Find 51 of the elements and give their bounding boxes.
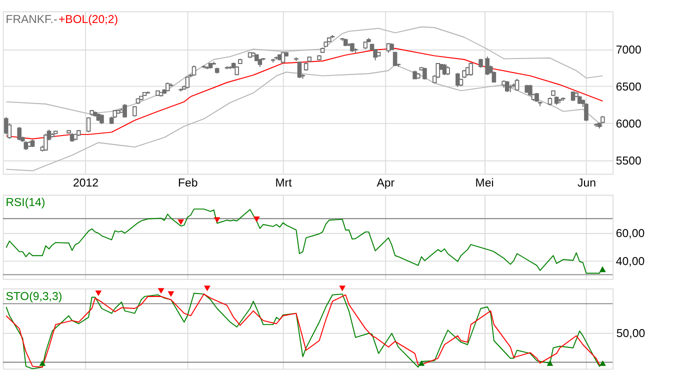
text: +BOL(20;2) <box>58 14 118 26</box>
candlestick <box>508 84 513 93</box>
point <box>168 291 174 297</box>
x-tick-label: Feb <box>178 178 198 190</box>
point <box>178 219 184 225</box>
point <box>253 216 260 222</box>
x-tick-label: Mei <box>475 178 494 190</box>
candlestick <box>584 102 588 122</box>
point <box>546 360 554 366</box>
point <box>39 360 46 366</box>
candlestick <box>468 62 474 76</box>
chart-title: FRANKF.- <box>6 14 58 26</box>
y-tick-label: 40,00 <box>616 256 645 268</box>
y-tick-label: 60,00 <box>616 228 645 240</box>
candlestick <box>485 56 490 76</box>
candlestick <box>122 104 127 118</box>
candlestick <box>86 116 91 133</box>
y-tick-label: 6000 <box>616 118 642 131</box>
text: 50,00 <box>616 328 646 340</box>
candlestick <box>4 116 8 135</box>
line-series <box>6 64 604 172</box>
point <box>95 290 102 296</box>
y-tick-label: 7000 <box>616 44 642 56</box>
candlestick <box>17 126 22 141</box>
candlestick <box>192 64 196 76</box>
candlestick <box>392 52 398 67</box>
point <box>214 217 220 223</box>
y-tick-label: 5500 <box>616 156 642 168</box>
point <box>339 286 346 292</box>
point <box>599 266 606 272</box>
candlestick <box>185 76 190 89</box>
point <box>204 286 210 292</box>
candlestick <box>100 114 104 125</box>
candlestick <box>504 80 510 93</box>
candlestick <box>422 67 427 80</box>
point <box>418 360 425 366</box>
x-tick-label: Jun <box>577 178 596 190</box>
chart-title: STO(9,3,3) <box>6 290 62 303</box>
chart-title: RSI(14) <box>6 197 46 210</box>
candlestick <box>297 61 302 79</box>
x-tick-label: Apr <box>376 178 395 190</box>
x-tick-label: Mrt <box>275 178 293 190</box>
point <box>158 288 164 294</box>
x-tick-label: 2012 <box>73 178 98 190</box>
candlestick <box>456 72 460 88</box>
candlestick <box>44 133 48 152</box>
line-series <box>6 26 604 114</box>
point <box>599 360 606 366</box>
line-series <box>6 48 604 140</box>
y-tick-label: 6500 <box>616 82 642 94</box>
candlestick <box>132 106 137 118</box>
